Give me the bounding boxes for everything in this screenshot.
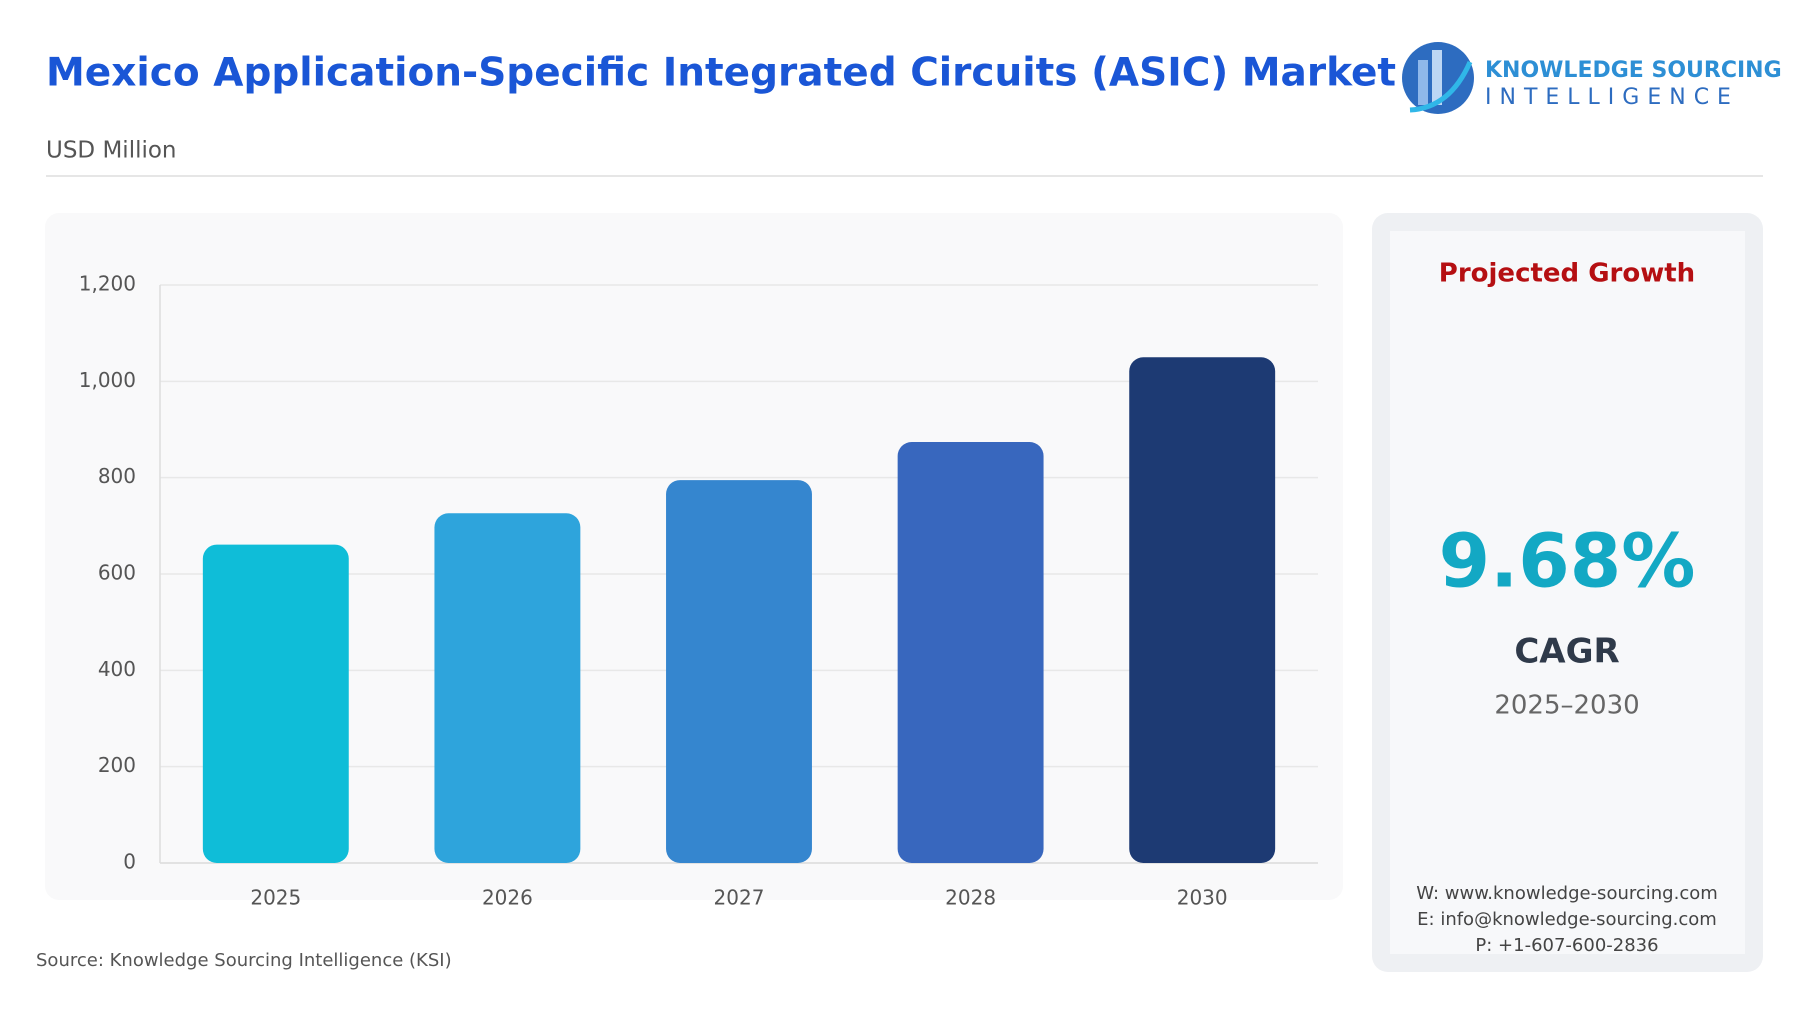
x-tick-label: 2028 <box>945 886 996 910</box>
x-tick-label: 2030 <box>1177 886 1228 910</box>
y-tick-label: 200 <box>98 753 136 777</box>
cagr-label: CAGR <box>1514 632 1619 672</box>
y-tick-label: 400 <box>98 657 136 681</box>
contact: E: info@knowledge-sourcing.com <box>1417 909 1717 930</box>
contact: P: +1-607-600-2836 <box>1475 935 1658 956</box>
bar <box>1129 357 1276 863</box>
title: Mexico Application-Specific Integrated C… <box>46 51 1396 96</box>
logo-bar <box>1432 50 1442 105</box>
contact: W: www.knowledge-sourcing.com <box>1416 883 1718 904</box>
logo-bar <box>1418 60 1428 105</box>
y-tick-label: 1,000 <box>79 368 136 392</box>
source: Source: Knowledge Sourcing Intelligence … <box>36 950 452 971</box>
x-tick-label: 2027 <box>714 886 765 910</box>
y-tick-label: 1,200 <box>79 272 136 296</box>
bar <box>434 513 581 863</box>
cagr-period: 2025–2030 <box>1494 691 1639 721</box>
subtitle: USD Million <box>46 138 177 164</box>
x-tick-label: 2026 <box>482 886 533 910</box>
plot: 0 200 400 600 800 1,000 1,200 2025 2026 2027 2028 2… <box>79 272 1318 910</box>
y-tick-label: 0 <box>123 850 136 874</box>
bar <box>666 480 812 863</box>
cagr-value: 9.68% <box>1439 519 1696 605</box>
logo-arrow <box>1409 61 1473 113</box>
y-tick-label: 600 <box>98 561 136 585</box>
logo-text: KNOWLEDGE SOURCING <box>1485 58 1782 83</box>
growth-panel-inner <box>1390 231 1745 954</box>
x-tick-label: 2025 <box>250 886 301 910</box>
logo-text: INTELLIGENCE <box>1485 85 1739 110</box>
y-tick-label: 800 <box>98 464 136 488</box>
growth-heading: Projected Growth <box>1439 259 1695 289</box>
bar <box>897 442 1044 863</box>
bar <box>202 544 349 863</box>
logo: KNOWLEDGE SOURCING INTELLIGENCE <box>1402 42 1782 114</box>
